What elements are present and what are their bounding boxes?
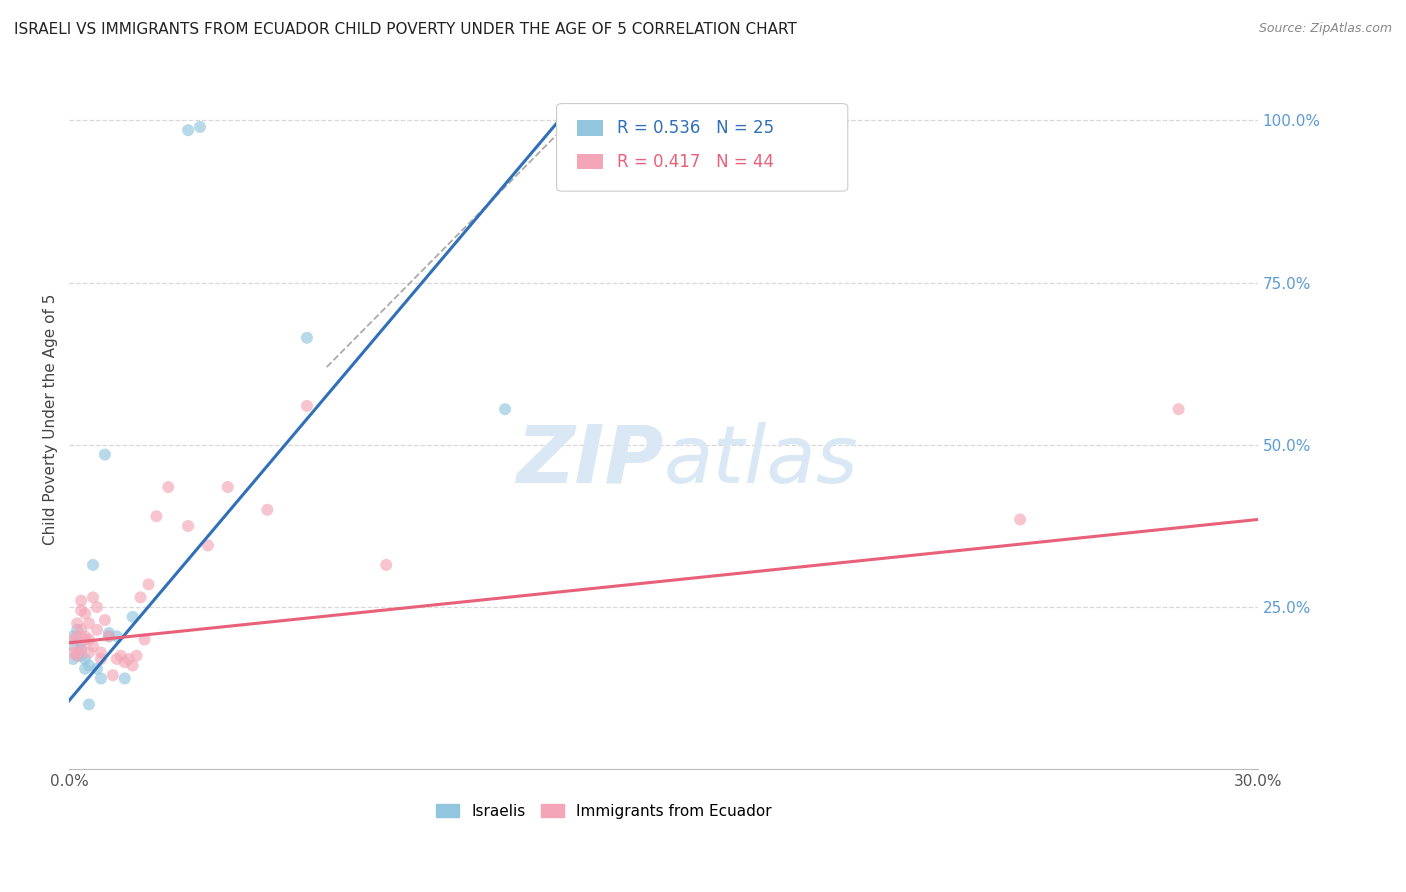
Point — [86, 662, 108, 676]
Point — [94, 613, 117, 627]
Point — [62, 652, 84, 666]
Point — [66, 616, 89, 631]
Point — [97, 629, 120, 643]
Point — [77, 646, 100, 660]
Point — [494, 402, 516, 417]
Point — [82, 558, 104, 572]
Point — [70, 603, 93, 617]
Point — [75, 607, 97, 621]
Point — [77, 658, 100, 673]
Point — [295, 331, 318, 345]
Point — [62, 629, 84, 643]
Point — [70, 642, 93, 657]
Point — [114, 672, 136, 686]
Point — [197, 538, 219, 552]
Point — [121, 658, 143, 673]
Point — [66, 623, 89, 637]
Text: R = 0.417   N = 44: R = 0.417 N = 44 — [617, 153, 775, 170]
Text: ISRAELI VS IMMIGRANTS FROM ECUADOR CHILD POVERTY UNDER THE AGE OF 5 CORRELATION : ISRAELI VS IMMIGRANTS FROM ECUADOR CHILD… — [14, 22, 797, 37]
Point — [97, 629, 120, 643]
Point — [70, 648, 93, 663]
Point — [86, 600, 108, 615]
Legend: Israelis, Immigrants from Ecuador: Israelis, Immigrants from Ecuador — [430, 797, 778, 825]
Point — [75, 652, 97, 666]
Point — [125, 648, 148, 663]
Point — [66, 648, 89, 663]
Point — [1010, 512, 1032, 526]
Point — [62, 639, 84, 653]
Point — [101, 668, 124, 682]
Text: Source: ZipAtlas.com: Source: ZipAtlas.com — [1258, 22, 1392, 36]
Point — [94, 448, 117, 462]
FancyBboxPatch shape — [557, 103, 848, 191]
Point — [70, 593, 93, 607]
FancyBboxPatch shape — [576, 120, 603, 136]
Y-axis label: Child Poverty Under the Age of 5: Child Poverty Under the Age of 5 — [44, 293, 58, 545]
FancyBboxPatch shape — [576, 154, 603, 169]
Point — [134, 632, 156, 647]
Point — [90, 672, 112, 686]
Point — [70, 636, 93, 650]
Point — [70, 642, 93, 657]
Point — [90, 652, 112, 666]
Point — [375, 558, 398, 572]
Point — [217, 480, 239, 494]
Point — [75, 629, 97, 643]
Point — [97, 626, 120, 640]
Point — [114, 655, 136, 669]
Point — [157, 480, 180, 494]
Point — [75, 662, 97, 676]
Point — [118, 652, 141, 666]
Point — [121, 610, 143, 624]
Text: R = 0.536   N = 25: R = 0.536 N = 25 — [617, 120, 775, 137]
Point — [66, 629, 89, 643]
Point — [66, 646, 89, 660]
Point — [295, 399, 318, 413]
Point — [188, 120, 211, 134]
Point — [177, 519, 200, 533]
Point — [62, 632, 84, 647]
Text: atlas: atlas — [664, 422, 858, 500]
Point — [110, 648, 132, 663]
Point — [62, 646, 84, 660]
Text: ZIP: ZIP — [516, 422, 664, 500]
Point — [105, 652, 128, 666]
Point — [90, 646, 112, 660]
Point — [75, 632, 97, 647]
Point — [86, 623, 108, 637]
Point — [66, 648, 89, 663]
Point — [129, 591, 152, 605]
Point — [145, 509, 167, 524]
Point — [177, 123, 200, 137]
Point — [77, 616, 100, 631]
Point — [77, 698, 100, 712]
Point — [82, 591, 104, 605]
Point — [256, 502, 278, 516]
Point — [138, 577, 160, 591]
Point — [82, 639, 104, 653]
Point — [1167, 402, 1189, 417]
Point — [77, 632, 100, 647]
Point — [105, 629, 128, 643]
Point — [70, 623, 93, 637]
